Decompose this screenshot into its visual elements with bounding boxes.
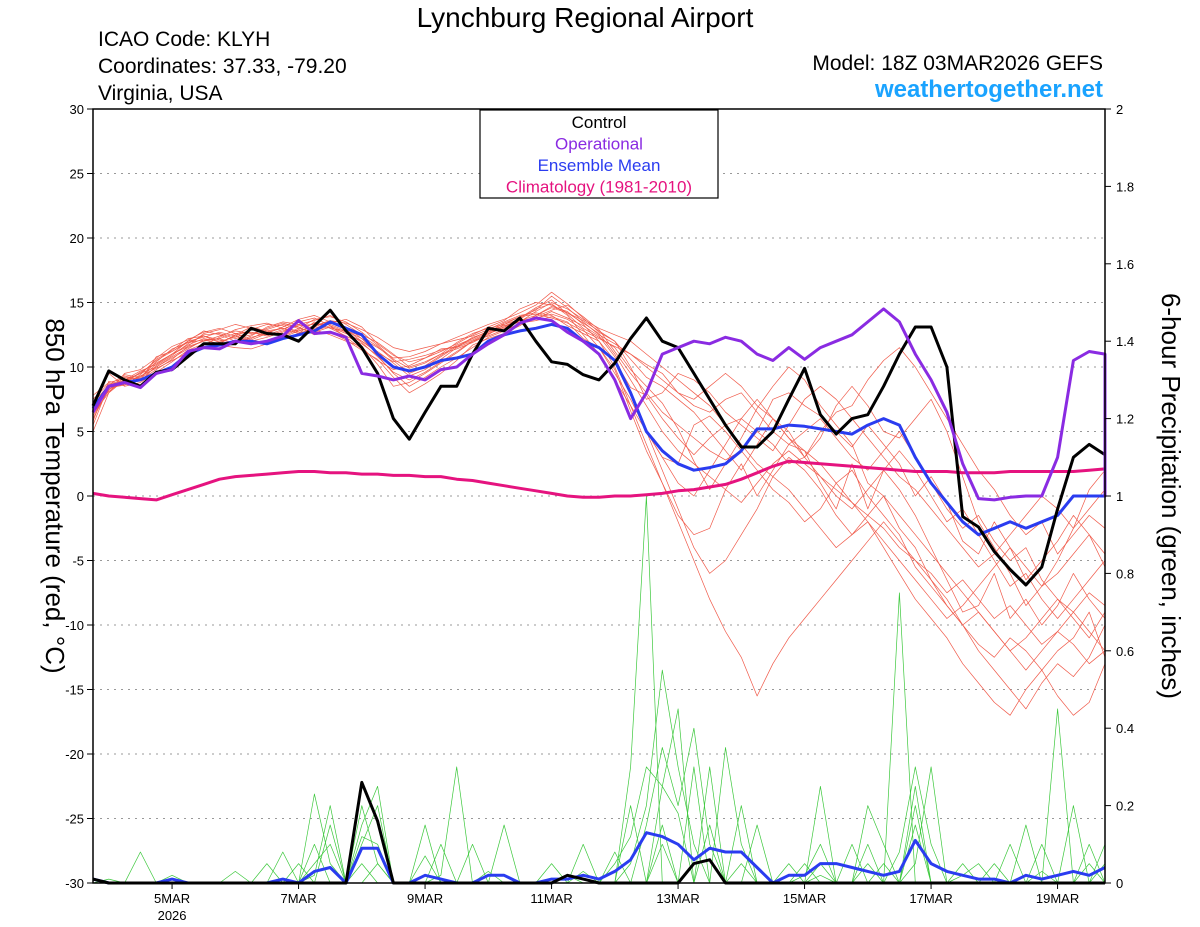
main-series: [91, 307, 1107, 885]
temperature-control-line: [91, 308, 1106, 587]
y-tick-label-right: 0.6: [1116, 644, 1134, 659]
precip-control-line: [92, 780, 1105, 885]
y-tick-label-left: 30: [70, 102, 84, 117]
x-tick-label: 19MAR: [1036, 891, 1079, 906]
y-tick-label-left: 10: [70, 360, 84, 375]
legend-entry: Ensemble Mean: [538, 156, 661, 175]
x-tick-label: 17MAR: [909, 891, 952, 906]
precip-member-line: [93, 766, 1105, 884]
model-run: Model: 18Z 03MAR2026 GEFS: [812, 52, 1103, 75]
temperature-member-line: [92, 311, 1106, 716]
icao-code: ICAO Code: KLYH: [98, 28, 271, 51]
y-axis-label-left: 850 hPa Temperature (red, °C): [40, 318, 70, 673]
x-tick-sublabel: 2026: [158, 908, 187, 923]
precip-member-line: [93, 766, 1106, 884]
y-tick-label-right: 1.2: [1116, 412, 1134, 427]
x-tick-label: 9MAR: [407, 891, 443, 906]
temperature-member-line: [92, 313, 1106, 652]
legend-entry: Climatology (1981-2010): [506, 178, 692, 197]
precip-member-line: [92, 669, 1106, 884]
coordinates: Coordinates: 37.33, -79.20: [98, 55, 347, 78]
axis-ticks: 302520151050-5-10-15-20-25-3021.81.61.41…: [65, 102, 1134, 923]
site-credit: weathertogether.net: [874, 76, 1103, 103]
x-tick-label: 7MAR: [281, 891, 317, 906]
precip-member-line: [93, 708, 1105, 884]
temperature-member-line: [92, 302, 1106, 652]
y-tick-label-left: 20: [70, 231, 84, 246]
y-tick-label-right: 0.2: [1116, 799, 1134, 814]
y-tick-label-right: 0.4: [1116, 721, 1134, 736]
temperature-member-line: [92, 303, 1106, 619]
precip-member-line: [93, 631, 1106, 884]
temperature-member-line: [92, 306, 1106, 697]
y-tick-label-left: 5: [77, 425, 84, 440]
temperature-member-line: [92, 291, 1106, 568]
legend-box: [479, 109, 719, 199]
y-tick-label-left: -30: [65, 876, 84, 891]
y-tick-label-right: 1: [1116, 489, 1123, 504]
legend: Control Operational Ensemble Mean Climatolo…: [479, 109, 719, 199]
y-tick-label-left: -10: [65, 618, 84, 633]
y-tick-label-left: 0: [77, 489, 84, 504]
temperature-member-line: [92, 307, 1106, 619]
x-tick-label: 11MAR: [530, 891, 572, 906]
y-tick-label-left: -25: [65, 812, 84, 827]
temperature-operational-line: [91, 307, 1107, 502]
y-axis-label-right: 6-hour Precipitation (green, inches): [1156, 293, 1186, 699]
chart-title: Lynchburg Regional Airport: [416, 2, 754, 33]
x-tick-label: 5MAR: [154, 891, 190, 906]
y-tick-label-right: 1.6: [1116, 257, 1134, 272]
y-tick-label-right: 0.8: [1116, 566, 1134, 581]
x-tick-label: 15MAR: [783, 891, 826, 906]
x-tick-label: 13MAR: [656, 891, 699, 906]
y-tick-label-left: -5: [72, 554, 84, 569]
y-tick-label-left: -15: [65, 683, 84, 698]
y-tick-label-right: 2: [1116, 102, 1123, 117]
precip-member-line: [93, 766, 1105, 884]
legend-entry: Control: [572, 113, 627, 132]
y-tick-label-right: 1.4: [1116, 334, 1134, 349]
region: Virginia, USA: [98, 82, 223, 105]
precip-member-line: [93, 727, 1106, 884]
climatology-line: [92, 459, 1107, 502]
legend-entry: Operational: [555, 135, 643, 154]
precip-member-line: [93, 592, 1105, 884]
y-tick-label-left: -20: [65, 747, 84, 762]
y-tick-label-left: 25: [70, 167, 84, 182]
temperature-member-line: [92, 295, 1106, 625]
y-tick-label-right: 1.8: [1116, 179, 1134, 194]
y-tick-label-left: 15: [70, 296, 84, 311]
y-tick-label-right: 0: [1116, 876, 1123, 891]
